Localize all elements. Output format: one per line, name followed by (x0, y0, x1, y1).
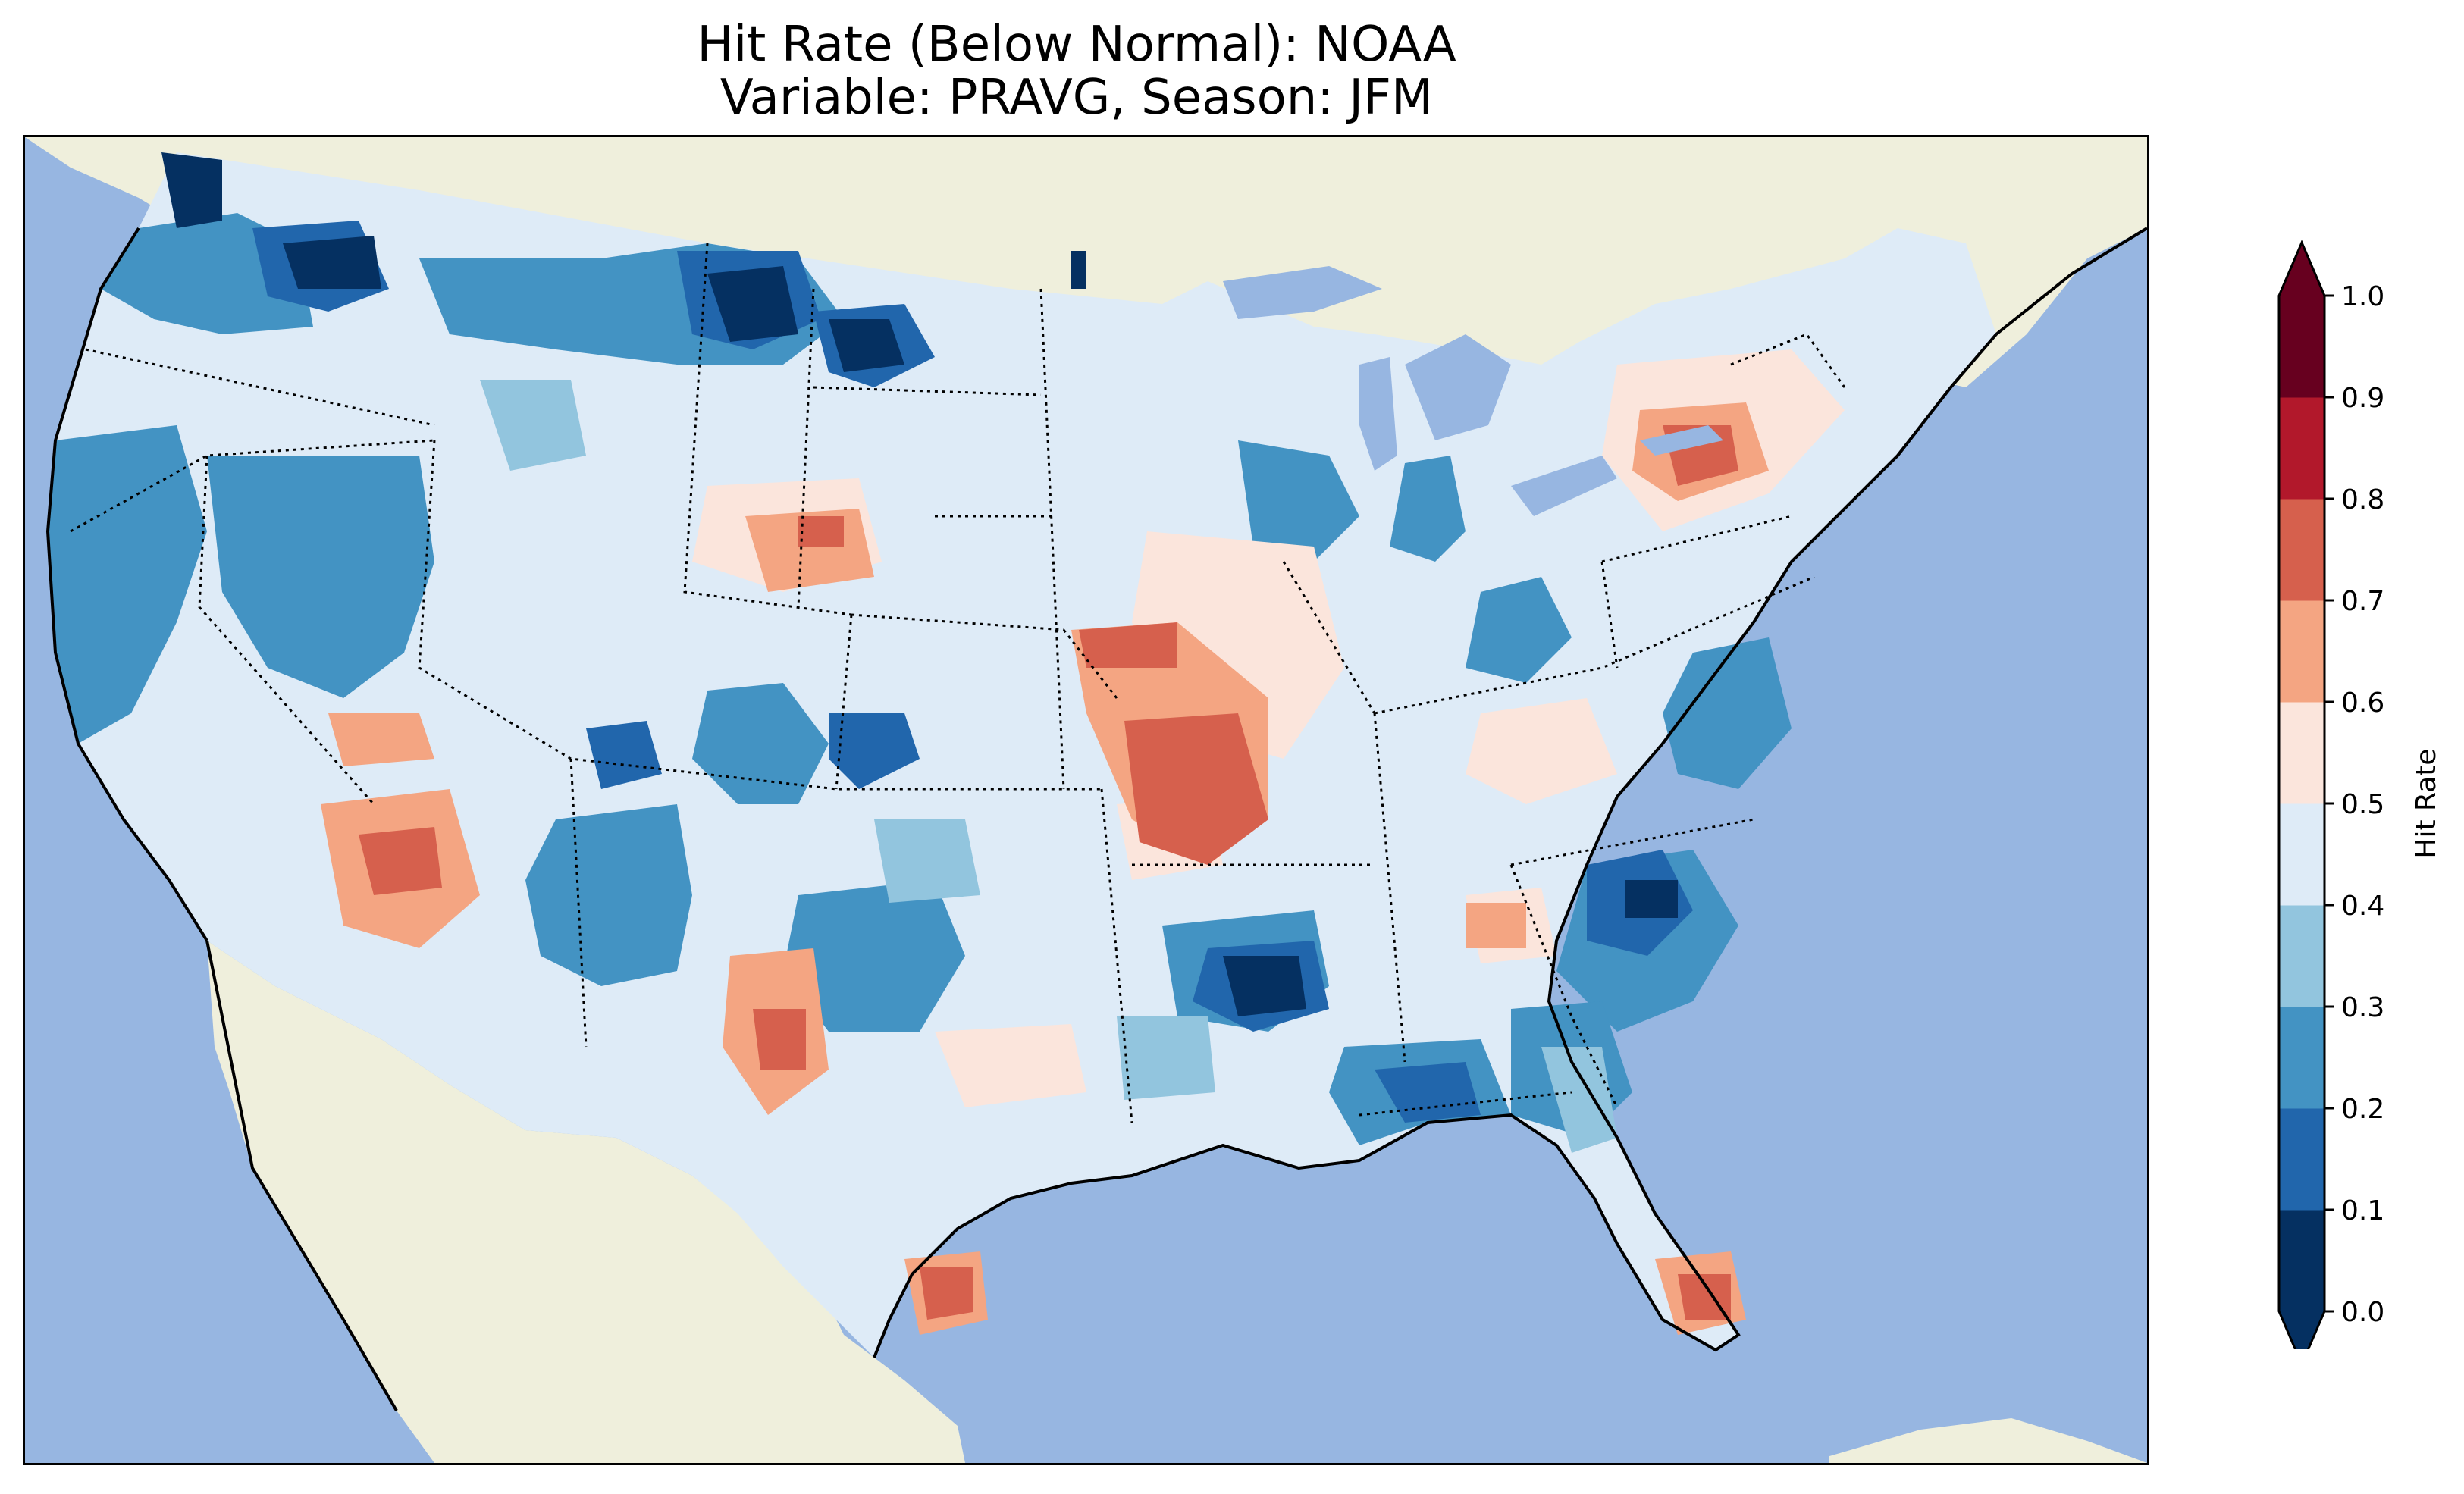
colorbar-bin (2279, 905, 2324, 1007)
colorbar-bin (2279, 702, 2324, 804)
colorbar-tick-label: 0.5 (2341, 789, 2384, 820)
great-lakes (1223, 266, 1723, 516)
map-panel (23, 135, 2149, 1465)
chart-title-line-2: Variable: PRAVG, Season: JFM (719, 70, 1434, 126)
colorbar-tick-label: 0.0 (2341, 1297, 2384, 1328)
colorbar-tick-label: 0.7 (2341, 586, 2384, 617)
chart-title-line-1: Hit Rate (Below Normal): NOAA (697, 17, 1456, 73)
colorbar-bin (2279, 803, 2324, 906)
colorbar-extend-under (2279, 1311, 2324, 1349)
colorbar-bin (2279, 1007, 2324, 1109)
colorbar-bin (2279, 1210, 2324, 1312)
colorbar-tick-label: 0.6 (2341, 687, 2384, 719)
colorbar-tick-label: 0.3 (2341, 992, 2384, 1023)
caribbean-island (1829, 1418, 2147, 1463)
colorbar-label: Hit Rate (2411, 748, 2442, 858)
colorbar-bin (2279, 397, 2324, 500)
colorbar-bin (2279, 499, 2324, 601)
colorbar-bin (2279, 1108, 2324, 1211)
colorbar-tick-label: 0.4 (2341, 891, 2384, 922)
colorbar-bin (2279, 600, 2324, 703)
colorbar-tick-label: 0.9 (2341, 383, 2384, 414)
colorbar-tick-label: 1.0 (2341, 281, 2384, 312)
colorbar: 0.0 0.1 0.2 0.3 0.4 0.5 0.6 0.7 0.8 0.9 1.0 Hit Rat… (2277, 240, 2442, 1349)
colorbar-tick-label: 0.8 (2341, 484, 2384, 515)
colorbar-extend-over (2279, 243, 2324, 296)
colorbar-tick-label: 0.2 (2341, 1094, 2384, 1125)
coastlines (45, 227, 2147, 1412)
colorbar-bin (2279, 296, 2324, 398)
colorbar-tick-label: 0.1 (2341, 1195, 2384, 1226)
mexico-landmass (207, 941, 965, 1463)
state-borders (70, 243, 1846, 1123)
hit-rate-patches-0.0-0.1 (161, 152, 1678, 1016)
